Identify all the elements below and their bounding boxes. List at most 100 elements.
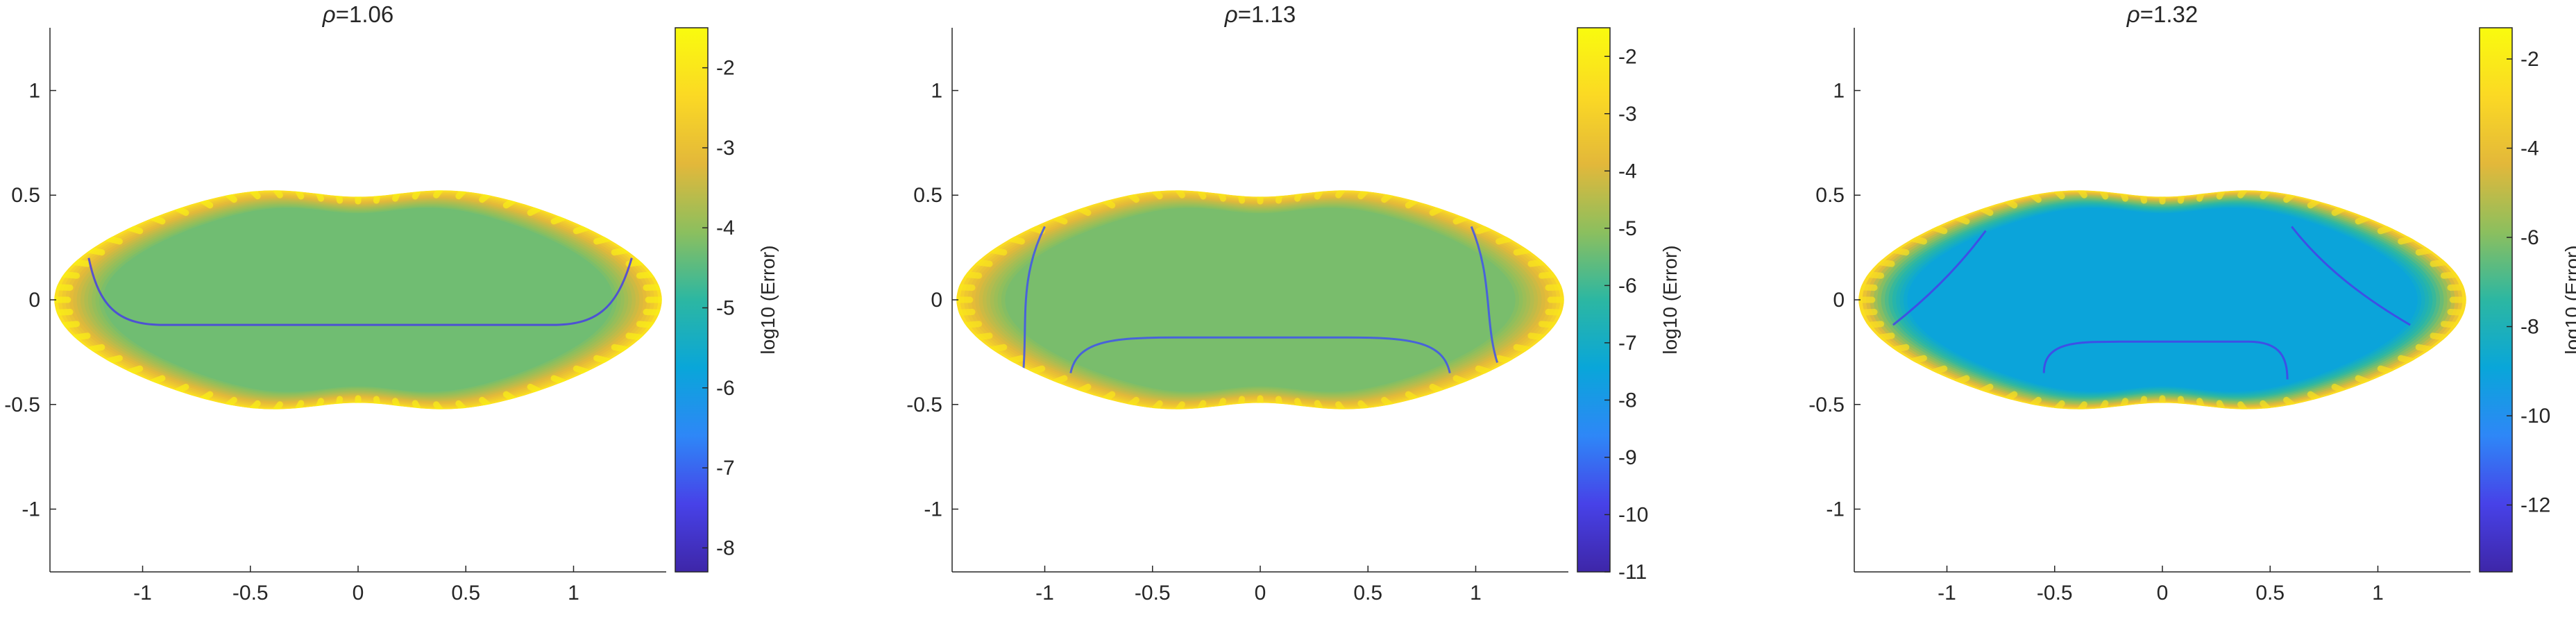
ripple-mark [2196,398,2205,409]
ripple-mark [1495,355,1514,364]
ripple-mark [2283,192,2296,203]
boundary-ripples [1858,190,2466,409]
colorbar-label: log10 (Error) [1659,245,1681,354]
ripple-mark [1538,321,1558,328]
ripple-mark [105,355,123,364]
title-rho: ρ [1224,1,1238,27]
ripple-mark [2440,271,2460,279]
colorbar-tick-label: -5 [716,297,735,320]
ripple-mark [126,224,144,235]
colorbar-tick-label: -8 [2520,316,2539,339]
min-error-curve [1470,226,1498,363]
ripple-mark [2355,214,2371,225]
y-tick-label: 1 [1833,79,1845,102]
ripple-mark [2237,190,2248,198]
ripple-mark [2283,396,2296,408]
colorbar-tick-label: -2 [1618,45,1637,68]
ripple-mark [1175,190,1185,198]
ripple-mark [2139,192,2148,204]
ripple-mark [1294,398,1303,409]
ripple-mark [2177,396,2185,407]
ripple-mark [2139,396,2148,407]
ripple-mark [2377,365,2394,375]
ripple-mark [71,332,91,341]
ripple-mark [550,214,566,225]
ripple-mark [2307,391,2321,402]
title-value: =1.32 [2140,1,2198,27]
ripple-mark [1007,235,1025,245]
colorbar-label: log10 (Error) [757,245,779,354]
ripple-mark [150,214,166,225]
ripple-mark [150,375,166,385]
y-tick-label: -1 [1826,498,1845,521]
ripple-mark [1931,365,1948,375]
ripple-mark [643,284,662,291]
colorbar-tick-label: -3 [716,137,735,160]
ripple-mark [2120,190,2128,202]
ripple-mark [1197,400,1207,409]
ripple-mark [200,391,214,402]
ripple-mark [2099,190,2109,200]
colorbar-tick-label: -6 [716,377,735,400]
ripple-mark [2377,224,2394,235]
error-band [1907,208,2418,392]
ripple-mark [1076,383,1092,394]
ripple-mark [225,396,237,408]
x-tick-label: 1 [1470,582,1482,605]
ripple-mark [87,344,105,353]
title-rho: ρ [322,1,336,27]
ripple-mark [2216,400,2226,409]
ripple-mark [2237,401,2248,409]
x-tick-label: 0 [353,582,364,605]
ripple-mark [1381,396,1393,408]
ripple-mark [2260,400,2271,409]
ripple-mark [412,190,421,200]
min-error-curves [1022,226,1498,373]
colorbar-tick-label: -8 [716,536,735,559]
ripple-mark [593,235,611,245]
ripple-mark [60,271,80,279]
ripple-mark [1429,383,1444,394]
title-rho: ρ [2126,1,2140,27]
ripple-mark [1357,400,1369,409]
ripple-mark [956,284,976,291]
ripple-mark [71,259,91,267]
ripple-mark [2331,383,2346,394]
ripple-mark [455,400,467,409]
ripple-mark [625,332,645,341]
colorbar [675,27,709,573]
ripple-mark [2216,190,2226,200]
ripple-mark [1954,214,1970,225]
ripple-mark [200,198,214,209]
ripple-mark [1076,205,1092,217]
error-band [103,208,613,392]
x-tick-label: -1 [1938,582,1956,605]
y-tick-label: 0.5 [913,184,942,207]
ripple-mark [1127,396,1139,408]
ripple-mark [502,391,516,402]
ripple-mark [1218,398,1226,409]
ripple-mark [479,192,491,203]
ripple-mark [1527,332,1547,341]
ripple-mark [1151,400,1163,409]
colorbar-label: log10 (Error) [2561,245,2576,354]
ripple-mark [2099,400,2109,409]
min-error-curves [1892,226,2411,380]
colorbar-tick-label: -4 [716,217,735,239]
ripple-mark [1858,284,1878,291]
ripple-mark [1858,309,1878,316]
y-tick-label: 1 [931,79,942,102]
boundary-ripples [956,190,1564,409]
min-error-curve [87,257,633,326]
ripple-mark [1335,190,1346,198]
ripple-mark [1237,396,1246,407]
ripple-mark [1545,309,1564,316]
ripple-mark [527,383,542,394]
x-tick-label: -0.5 [1135,582,1171,605]
x-tick-label: -0.5 [232,582,269,605]
ripple-mark [2004,198,2018,209]
x-tick-label: -1 [133,582,152,605]
ripple-mark [2307,198,2321,209]
ripple-mark [1452,375,1468,385]
ripple-mark [273,190,283,198]
